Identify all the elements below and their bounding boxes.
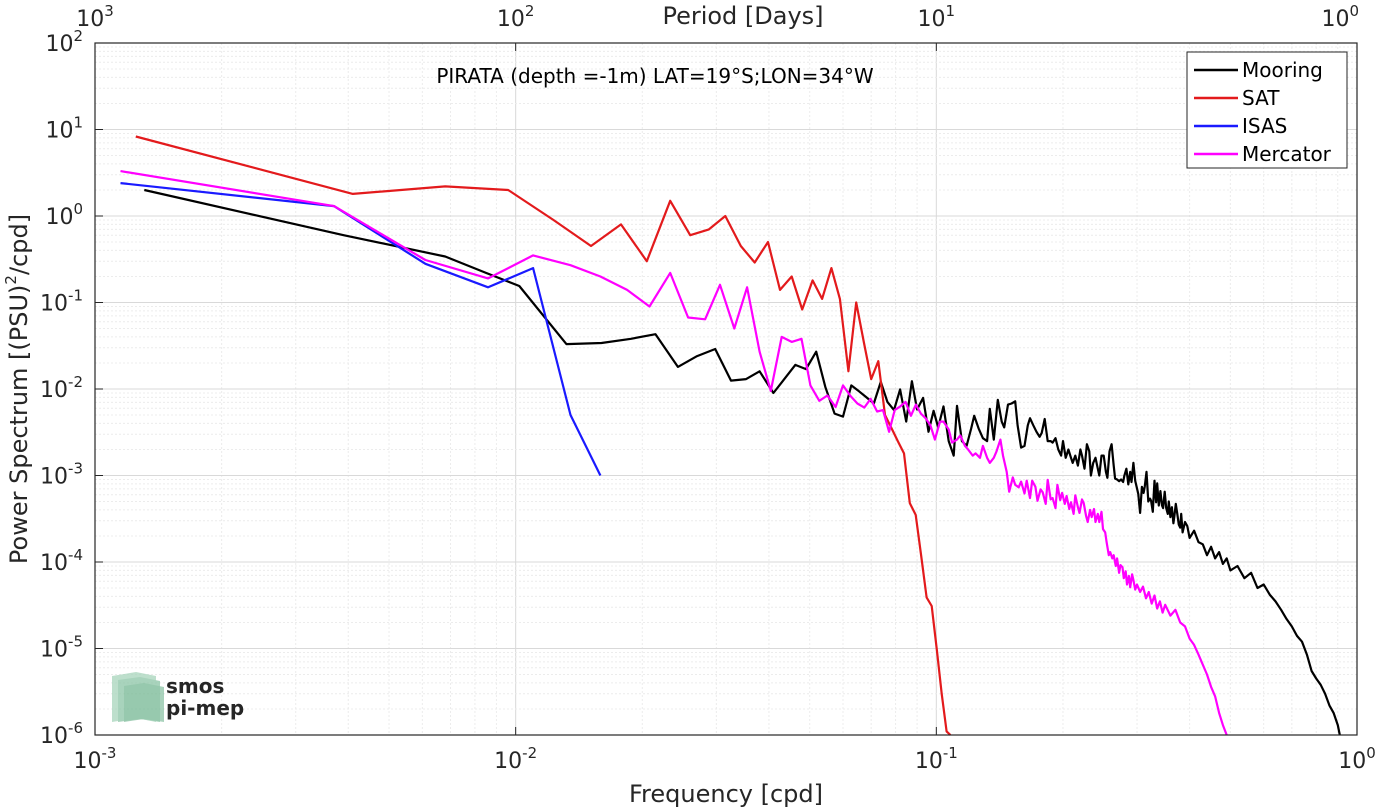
legend-label-mooring: Mooring (1242, 58, 1323, 82)
y-tick-label: 102 (45, 27, 83, 57)
y-axis-label-tail: /cpd] (5, 214, 33, 275)
top-axis-label: Period [Days] (662, 2, 823, 30)
x-axis-label: Frequency [cpd] (629, 780, 823, 808)
data-series (120, 135, 1341, 736)
legend-label-sat: SAT (1242, 86, 1280, 110)
legend-label-isas: ISAS (1242, 114, 1287, 138)
y-tick-label: 100 (45, 200, 83, 230)
legend-box (1186, 51, 1348, 169)
y-tick-label: 10-4 (40, 546, 83, 576)
y-axis-label: Power Spectrum [(PSU)2/cpd] (2, 214, 33, 564)
chart-title: PIRATA (depth =-1m) LAT=19°S;LON=34°W (436, 64, 874, 88)
x-tick-label: 100 (1338, 744, 1376, 774)
y-tick-label: 10-5 (40, 633, 83, 663)
legend: Mooring SAT ISAS Mercator (1186, 51, 1348, 169)
logo-waves-icon (112, 672, 164, 722)
y-tick-label: 10-6 (40, 719, 83, 749)
x-tick-label: 10-3 (74, 744, 117, 774)
smos-pi-mep-logo: smos pi-mep (112, 672, 244, 722)
y-tick-label: 10-3 (40, 460, 83, 490)
logo-line2: pi-mep (166, 696, 244, 720)
axis-ticks: 10-3 10-2 10-1 100 10-6 10-5 10-4 10-3 10-2 10-1 1… (40, 2, 1376, 774)
x-tick-label: 10-1 (915, 744, 958, 774)
y-tick-label: 10-1 (40, 287, 83, 317)
series-line-mercator (120, 170, 1228, 736)
y-tick-label: 10-2 (40, 373, 83, 403)
top-tick-label: 101 (918, 2, 956, 32)
logo-line1: smos (166, 674, 224, 698)
legend-label-mercator: Mercator (1242, 142, 1332, 166)
top-tick-label: 102 (497, 2, 535, 32)
top-tick-label: 103 (76, 2, 114, 32)
y-axis-label-sup: 2 (2, 275, 20, 285)
series-line-sat (135, 135, 952, 736)
y-axis-label-main: Power Spectrum [(PSU) (5, 285, 33, 564)
y-tick-label: 101 (45, 114, 83, 144)
x-tick-label: 10-2 (494, 744, 537, 774)
top-tick-label: 100 (1321, 2, 1359, 32)
